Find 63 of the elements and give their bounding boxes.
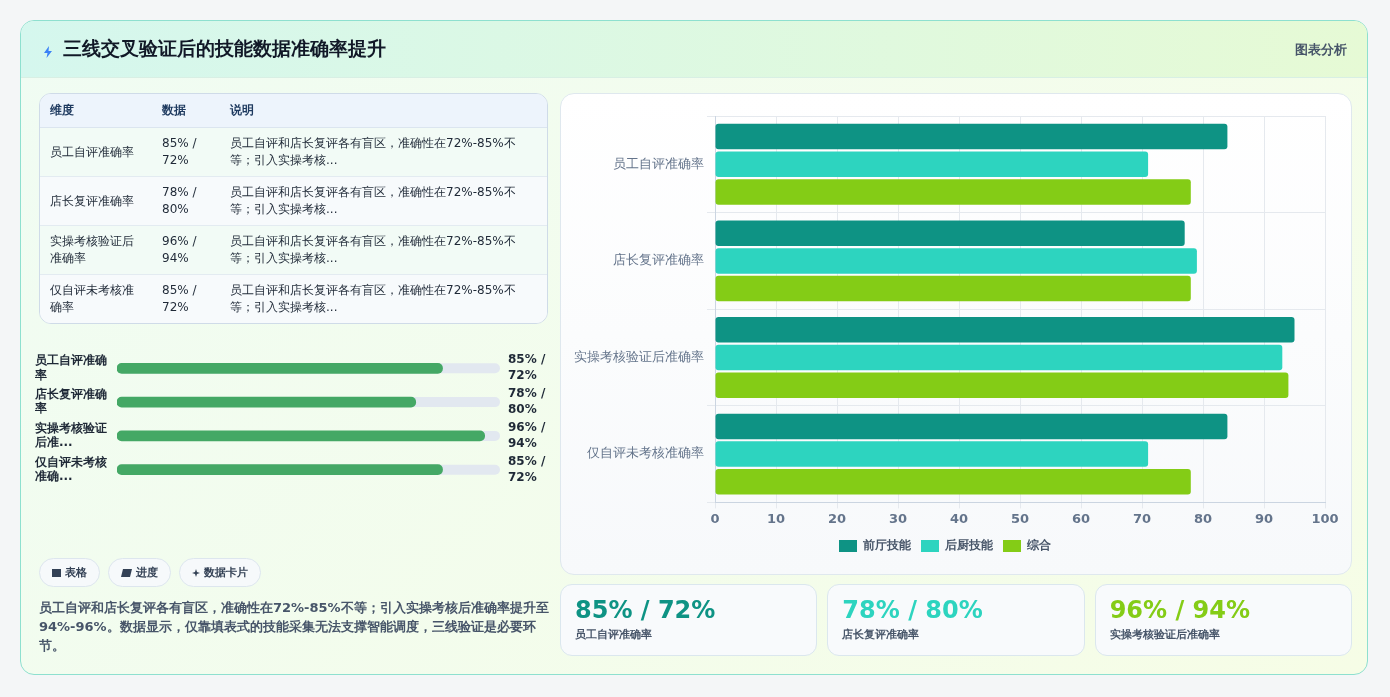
text: 进度 [136,565,158,580]
text: 表格 [65,565,87,580]
bar [715,317,1295,343]
bar [715,441,1149,467]
bar [715,275,1191,302]
text: 员工自评和店长复评各有盲区，准确性在72%-85%不等；引入实操考核后准确率提升至94%-96%。数据显示，仅靠填表式的技能采集无法支撑智能调度，三线验证是必要环节。 [39,599,549,655]
bar [715,344,1283,371]
data-label: 85% / 72% [508,453,546,484]
text: 85% / 72% [162,136,197,167]
x-tick-label: 20 [827,510,847,526]
bar [715,151,1149,178]
data-label: 78% / 80% [508,386,546,417]
x-tick-label: 90 [1254,510,1274,526]
category-label: 员工自评准确率 [50,144,134,159]
y-tick-label: 仅自评未考核准确... [34,454,107,484]
y-tick-label: 仅自评未考核准确率 [587,445,704,461]
legend-label: 前厅技能 [862,538,912,553]
category-label: 78% / 80% [842,595,984,625]
bar [715,220,1185,246]
data-label: 96% / 94% [508,420,546,451]
x-tick-label: 0 [710,510,720,526]
x-tick-label: 60 [1071,510,1091,526]
category-label: 85% / 72% [575,595,717,625]
text: 员工自评和店长复评各有盲区，准确性在72%-85%不等；引入实操考核... [230,136,516,167]
category-label: 数据 [152,94,220,128]
bar [715,372,1289,398]
text: 实操考核验证后准确率 [1109,627,1221,642]
legend-label: 后厨技能 [944,538,994,553]
text: 图表分析 [1295,41,1347,59]
y-tick-label: 实操考核验证后准... [34,420,107,450]
category-label: 维度 [40,94,152,128]
category-label: 说明 [220,94,547,128]
text: 员工自评和店长复评各有盲区，准确性在72%-85%不等；引入实操考核... [230,185,516,216]
category-label: 店长复评准确率 [50,193,134,208]
bar [715,413,1228,440]
x-tick-label: 100 [1311,510,1339,526]
text: 78% / 80% [162,185,197,216]
y-tick-label: 员工自评准确率 [34,353,107,382]
x-tick-label: 40 [949,510,969,526]
text: 三线交叉验证后的技能数据准确率提升 [63,36,386,61]
x-tick-label: 70 [1132,510,1152,526]
y-tick-label: 实操考核验证后准确率 [574,348,704,364]
x-tick-label: 30 [888,510,908,526]
x-tick-label: 10 [766,510,786,526]
x-tick-label: 80 [1193,510,1213,526]
y-tick-label: 店长复评准确率 [34,387,107,416]
y-tick-label: 员工自评准确率 [613,155,704,171]
text: 店长复评准确率 [842,627,921,642]
y-tick-label: 店长复评准确率 [613,252,704,268]
text: 数据卡片 [204,565,248,580]
text: 员工自评和店长复评各有盲区，准确性在72%-85%不等；引入实操考核... [230,283,516,314]
legend-label: 综合 [1026,538,1052,553]
text: 85% / 72% [162,283,197,314]
x-tick-label: 50 [1010,510,1030,526]
bar [715,123,1228,150]
text: 员工自评和店长复评各有盲区，准确性在72%-85%不等；引入实操考核... [230,234,516,265]
bar [715,179,1191,205]
text: 员工自评准确率 [575,627,653,642]
bar [715,469,1191,495]
category-label: 96% / 94% [1109,595,1252,625]
bar [715,248,1197,274]
data-label: 85% / 72% [508,352,546,383]
text: 96% / 94% [162,234,197,265]
